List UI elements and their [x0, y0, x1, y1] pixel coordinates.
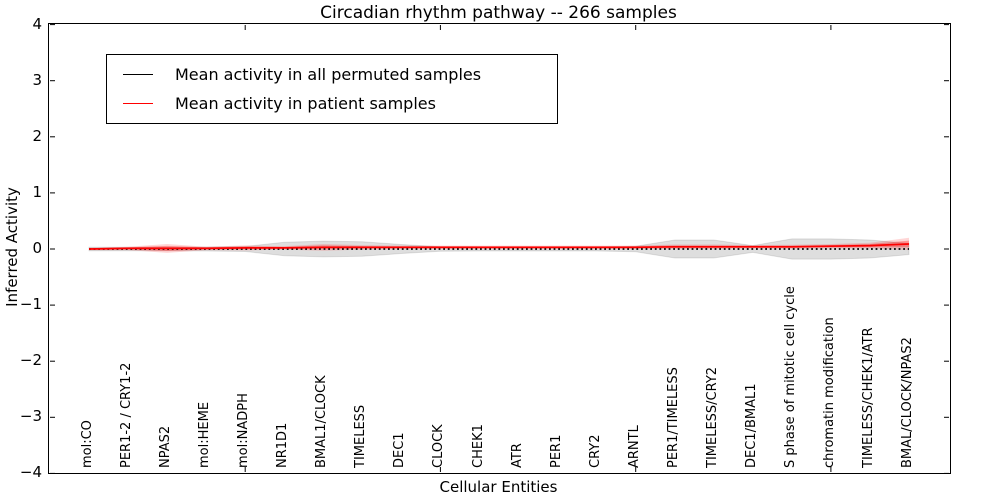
y-tick-label: −3	[19, 407, 42, 426]
x-category-label: PER1-2 / CRY1-2	[119, 362, 135, 468]
legend-entry: Mean activity in patient samples	[107, 89, 557, 118]
x-category-label: ATR	[509, 443, 525, 468]
x-category-label: S phase of mitotic cell cycle	[782, 286, 798, 468]
y-tick-label: 0	[32, 239, 42, 257]
legend-line-sample	[123, 74, 153, 75]
x-category-label: TIMELESS	[353, 404, 369, 468]
x-category-label: chromatin modification	[821, 317, 837, 468]
x-category-label: mol:CO	[80, 420, 95, 468]
legend-line-sample	[123, 103, 153, 104]
x-category-label: ARNTL	[626, 425, 642, 468]
x-category-label: DEC1/BMAL1	[743, 383, 759, 469]
chart-canvas	[50, 24, 949, 473]
x-category-label: mol:HEME	[197, 401, 213, 468]
x-category-label: PER1/TIMELESS	[665, 367, 681, 468]
plot-area: Mean activity in all permuted samples Mea…	[48, 23, 951, 474]
y-tick-label: 1	[32, 182, 42, 201]
x-category-label: CLOCK	[431, 424, 447, 468]
chart-title: Circadian rhythm pathway -- 266 samples	[320, 3, 677, 23]
x-category-label: mol:NADPH	[236, 393, 252, 468]
y-tick-label: −2	[19, 351, 42, 370]
y-tick-label: 4	[32, 14, 42, 33]
y-tick-label: 3	[32, 70, 42, 89]
x-category-label: PER1	[548, 434, 564, 468]
series-line-solid	[88, 243, 910, 250]
y-tick-label: −4	[19, 463, 42, 482]
legend: Mean activity in all permuted samples Mea…	[106, 54, 558, 124]
y-tick-label: 2	[32, 126, 42, 145]
legend-entry-label: Mean activity in all permuted samples	[175, 65, 482, 84]
x-category-label: BMAL/CLOCK/NPAS2	[900, 337, 916, 468]
x-category-label: BMAL1/CLOCK	[314, 375, 330, 468]
x-axis-label: Cellular Entities	[439, 478, 558, 496]
x-category-label: CHEK1	[470, 424, 486, 468]
x-category-label: CRY2	[587, 434, 603, 469]
x-category-label: NPAS2	[158, 425, 174, 468]
patient-samples-envelope-outer	[89, 237, 909, 253]
x-category-label: TIMELESS/CRY2	[704, 366, 720, 468]
y-tick-label: −1	[19, 295, 42, 314]
legend-entry: Mean activity in all permuted samples	[107, 60, 557, 89]
legend-entry-label: Mean activity in patient samples	[175, 94, 436, 113]
x-category-label: DEC1	[392, 432, 408, 468]
x-category-label: TIMELESS/CHEK1/ATR	[861, 327, 876, 468]
x-category-label: NR1D1	[275, 422, 291, 468]
